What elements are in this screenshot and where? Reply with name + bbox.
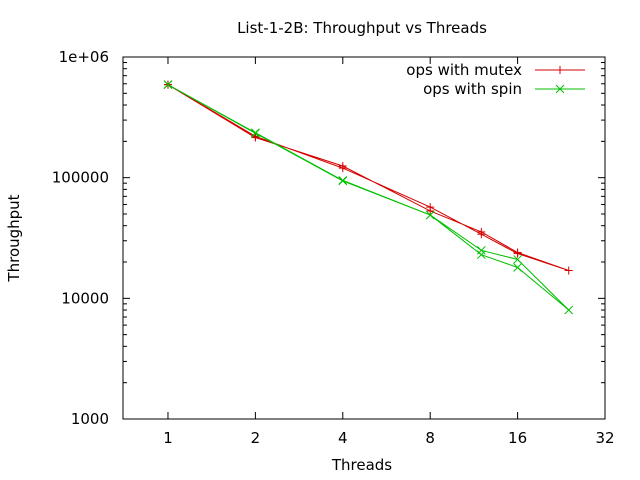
data-point-ops-with-spin [513, 263, 522, 272]
legend-marker-ops-with-mutex [556, 66, 564, 74]
data-point-ops-with-spin [513, 255, 522, 264]
legend-label-ops-with-mutex: ops with mutex [406, 61, 522, 79]
data-point-ops-with-mutex [564, 266, 573, 275]
data-point-ops-with-spin [163, 80, 173, 90]
x-tick-label: 2 [251, 429, 261, 447]
data-point-ops-with-mutex [477, 227, 486, 236]
data-point-ops-with-mutex [513, 248, 522, 257]
series-line-ops-with-mutex [167, 84, 569, 271]
data-point-ops-with-spin [338, 176, 348, 185]
axes: 1 2 4 8 16 32 1000 10000 100000 1e+06 [52, 48, 615, 447]
y-axis-label: Throughput [5, 194, 23, 282]
data-point-ops-with-mutex [251, 133, 260, 142]
chart-title: List-1-2B: Throughput vs Threads [237, 19, 487, 37]
x-tick-label: 4 [338, 429, 348, 447]
data-point-ops-with-spin [564, 305, 574, 315]
x-tick-label: 8 [425, 429, 435, 447]
y-tick-label: 10000 [61, 289, 109, 307]
legend-label-ops-with-spin: ops with spin [423, 80, 522, 98]
x-tick-label: 16 [508, 429, 527, 447]
plot-frame [122, 56, 606, 420]
data-point-ops-with-spin [425, 210, 435, 220]
data-point-ops-with-spin [476, 245, 486, 255]
y-tick-label: 100000 [52, 169, 109, 187]
y-tick-label: 1000 [71, 410, 109, 428]
data-point-ops-with-mutex [426, 206, 435, 215]
x-tick-label: 32 [595, 429, 614, 447]
y-tick-label: 1e+06 [59, 48, 109, 66]
series-line-ops-with-spin [167, 84, 570, 311]
series-layer [163, 80, 574, 315]
x-axis-label: Threads [331, 456, 392, 474]
data-point-ops-with-spin [251, 128, 260, 138]
legend-marker-ops-with-spin [555, 84, 565, 94]
data-point-ops-with-spin [476, 250, 486, 260]
x-tick-label: 1 [163, 429, 173, 447]
data-point-ops-with-mutex [338, 161, 347, 170]
